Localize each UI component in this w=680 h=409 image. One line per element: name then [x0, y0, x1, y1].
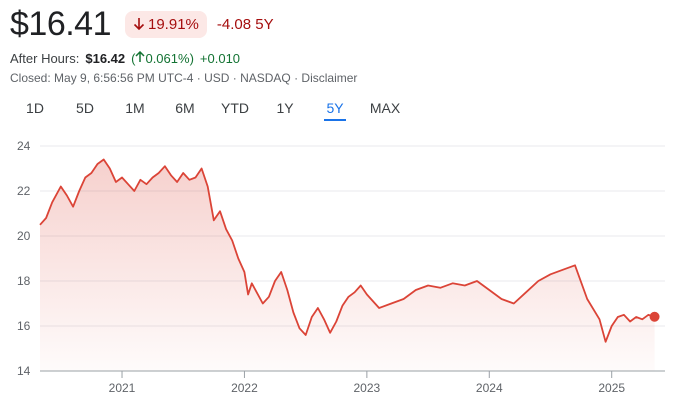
x-tick-label: 2023 — [354, 381, 381, 395]
change-percent-badge: 19.91% — [125, 10, 207, 38]
quote-header: $16.41 19.91% -4.08 5Y — [10, 4, 274, 44]
year-dividers — [121, 371, 613, 378]
after-hours-price: $16.42 — [85, 51, 126, 66]
tab-1d[interactable]: 1D — [26, 100, 44, 116]
x-tick-label: 2025 — [598, 381, 625, 395]
current-price: $16.41 — [10, 4, 112, 43]
after-hours-change: +0.010 — [199, 51, 241, 66]
y-axis: 14 16 18 20 22 24 — [17, 139, 31, 378]
x-axis: 2021 2022 2023 2024 2025 — [109, 381, 626, 395]
change-percent: 19.91% — [148, 15, 199, 33]
price-area — [40, 159, 655, 371]
arrow-down-icon — [133, 18, 145, 31]
after-hours-label: After Hours: — [10, 51, 80, 66]
market-status: Closed: May 9, 6:56:56 PM UTC-4 · USD · … — [10, 71, 358, 85]
after-hours-row: After Hours: $16.42 (0.061%) +0.010 — [10, 50, 241, 66]
tab-1m[interactable]: 1M — [125, 100, 145, 116]
tab-1y[interactable]: 1Y — [276, 100, 294, 116]
tab-5y[interactable]: 5Y — [310, 96, 360, 121]
y-tick-label: 20 — [17, 229, 31, 243]
y-tick-label: 18 — [17, 274, 31, 288]
y-tick-label: 16 — [17, 319, 31, 333]
x-tick-label: 2022 — [231, 381, 258, 395]
y-tick-label: 14 — [17, 364, 31, 378]
arrow-up-icon — [135, 50, 145, 62]
y-tick-label: 22 — [17, 184, 31, 198]
after-hours-percent: (0.061%) — [131, 50, 194, 66]
tab-max[interactable]: MAX — [369, 100, 401, 116]
change-absolute: -4.08 5Y — [216, 15, 274, 33]
tab-ytd[interactable]: YTD — [221, 100, 249, 116]
tab-6m[interactable]: 6M — [175, 100, 195, 116]
x-tick-label: 2021 — [109, 381, 136, 395]
x-tick-label: 2024 — [476, 381, 503, 395]
last-price-dot — [649, 311, 660, 322]
range-label: 5Y — [255, 15, 274, 33]
range-tabs: 1D 5D 1M 6M YTD 1Y 5Y MAX — [10, 96, 410, 121]
tab-5d[interactable]: 5D — [76, 100, 94, 116]
price-line — [39, 158, 655, 343]
y-tick-label: 24 — [17, 139, 31, 153]
